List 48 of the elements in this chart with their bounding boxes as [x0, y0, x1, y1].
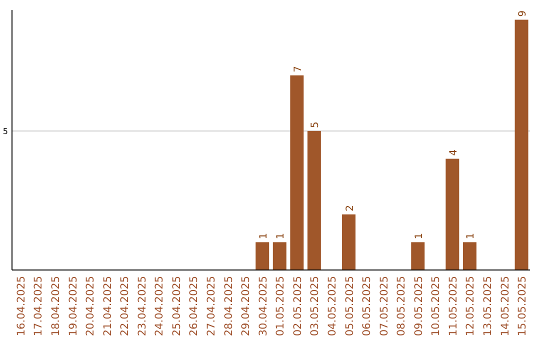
x-tick-label: 25.04.2025: [170, 276, 183, 336]
x-tick-label: 09.05.2025: [412, 276, 425, 336]
x-tick-label: 30.04.2025: [257, 276, 270, 336]
bar: [272, 242, 286, 270]
x-tick-label: 03.05.2025: [309, 276, 322, 336]
x-tick-label: 04.05.2025: [326, 276, 338, 336]
data-label: 4: [448, 149, 460, 156]
data-label: 5: [310, 122, 322, 128]
data-label: 1: [258, 232, 270, 240]
x-tick-label: 15.05.2025: [516, 276, 529, 336]
bar: [307, 130, 321, 270]
bar: [462, 242, 476, 270]
x-tick-label: 19.04.2025: [67, 276, 80, 336]
x-tick-label: 10.05.2025: [430, 276, 442, 336]
x-tick-label: 13.05.2025: [482, 276, 494, 336]
x-tick-label: 08.05.2025: [396, 276, 408, 336]
x-tick-label: 26.04.2025: [188, 276, 200, 336]
data-label: 7: [292, 66, 304, 72]
bar: [411, 242, 425, 270]
data-label: 2: [344, 205, 356, 212]
x-tick-label: 12.05.2025: [464, 276, 477, 336]
x-tick-label: 14.05.2025: [499, 276, 512, 336]
bar: [342, 214, 356, 270]
x-tick-label: 29.04.2025: [240, 276, 252, 336]
x-tick-label: 16.04.2025: [15, 276, 28, 336]
x-tick-label: 07.05.2025: [378, 276, 390, 336]
x-tick-label: 21.04.2025: [102, 276, 114, 336]
x-tick-label: 18.04.2025: [50, 276, 62, 336]
x-tick-label: 20.04.2025: [84, 276, 97, 336]
x-tick-label: 17.04.2025: [32, 276, 45, 336]
bar: [514, 20, 528, 270]
data-label: 9: [518, 10, 529, 17]
x-tick-label: 06.05.2025: [361, 276, 374, 336]
x-tick-label: 11.05.2025: [447, 276, 460, 336]
data-label: 1: [466, 232, 477, 240]
data-label: 1: [276, 232, 287, 240]
x-tick-label: 23.04.2025: [136, 276, 148, 336]
x-tick-label: 27.04.2025: [206, 276, 218, 336]
x-tick-label: 24.04.2025: [154, 276, 166, 336]
bar: [290, 75, 304, 270]
bar: [256, 242, 270, 270]
x-tick-label: 22.04.2025: [119, 276, 132, 336]
x-tick-label: 01.05.2025: [274, 276, 287, 336]
x-tick-label: 28.04.2025: [222, 276, 235, 336]
data-label: 1: [414, 232, 425, 240]
bar: [446, 158, 460, 270]
x-tick-label: 02.05.2025: [292, 276, 304, 336]
x-tick-label: 05.05.2025: [344, 276, 356, 336]
